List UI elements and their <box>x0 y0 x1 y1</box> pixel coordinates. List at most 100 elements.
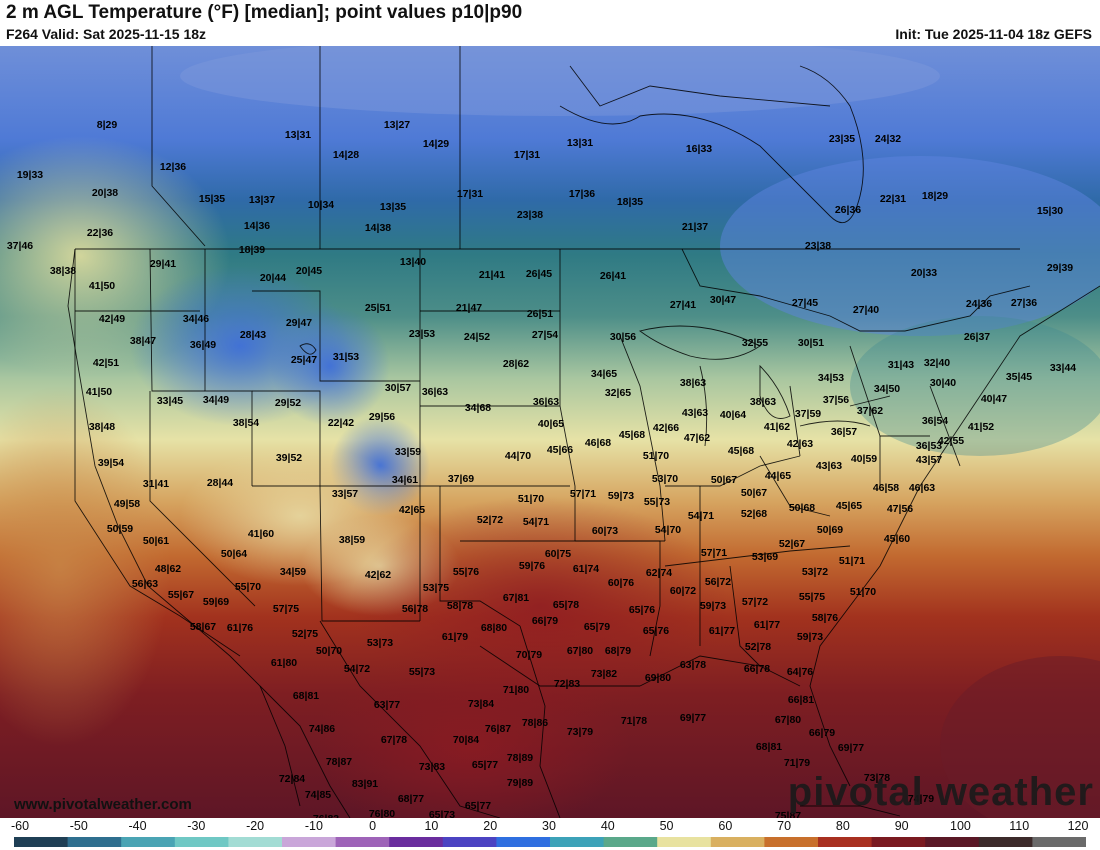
point-value-label: 69|77 <box>838 742 864 754</box>
point-value-label: 41|50 <box>86 386 112 398</box>
point-value-label: 36|57 <box>831 426 857 438</box>
point-value-label: 40|47 <box>981 393 1007 405</box>
point-value-label: 51|70 <box>643 450 669 462</box>
point-value-label: 70|79 <box>516 649 542 661</box>
init-time: Init: Tue 2025-11-04 18z GEFS <box>895 26 1092 42</box>
point-value-label: 34|53 <box>818 372 844 384</box>
point-value-label: 76|87 <box>485 723 511 735</box>
point-value-label: 51|71 <box>839 555 865 567</box>
point-value-label: 15|30 <box>1037 205 1063 217</box>
map-canvas: 8|29 13|27 13|31 14|29 13|31 16|33 23|35 24|32 1… <box>0 46 1100 818</box>
point-value-label: 13|35 <box>380 201 406 213</box>
point-value-label: 26|45 <box>526 268 552 280</box>
point-value-label: 78|89 <box>507 752 533 764</box>
point-value-label: 37|62 <box>857 405 883 417</box>
header-bar: 2 m AGL Temperature (°F) [median]; point… <box>0 0 1100 46</box>
point-value-label: 42|55 <box>938 435 964 447</box>
point-value-label: 40|59 <box>851 453 877 465</box>
point-value-label: 29|56 <box>369 411 395 423</box>
point-value-label: 20|45 <box>296 265 322 277</box>
point-value-label: 73|79 <box>567 726 593 738</box>
point-value-label: 30|51 <box>798 337 824 349</box>
point-value-label: 52|75 <box>292 628 318 640</box>
point-value-label: 18|39 <box>239 244 265 256</box>
point-value-label: 30|56 <box>610 331 636 343</box>
point-value-label: 61|77 <box>754 619 780 631</box>
point-value-label: 45|68 <box>728 445 754 457</box>
colorbar-tick-label: 50 <box>659 819 674 833</box>
point-value-label: 22|31 <box>880 193 906 205</box>
source-url[interactable]: www.pivotalweather.com <box>14 796 192 813</box>
point-value-label: 65|73 <box>429 809 455 818</box>
point-value-label: 34|49 <box>203 394 229 406</box>
point-value-label: 66|79 <box>809 727 835 739</box>
point-value-label: 53|75 <box>423 582 449 594</box>
point-value-label: 55|70 <box>235 581 261 593</box>
point-value-label: 21|41 <box>479 269 505 281</box>
point-value-label: 69|77 <box>680 712 706 724</box>
point-value-label: 55|75 <box>799 591 825 603</box>
point-value-label: 55|76 <box>453 566 479 578</box>
point-value-label: 33|59 <box>395 446 421 458</box>
point-value-label: 51|70 <box>850 586 876 598</box>
point-value-label: 55|67 <box>168 589 194 601</box>
point-value-label: 8|29 <box>97 119 118 131</box>
point-value-label: 29|41 <box>150 258 176 270</box>
point-value-label: 10|34 <box>308 199 334 211</box>
point-value-label: 67|80 <box>775 714 801 726</box>
point-value-label: 21|47 <box>456 302 482 314</box>
colorbar-tick-label: 0 <box>369 819 377 833</box>
point-value-label: 37|46 <box>7 240 33 252</box>
colorbar-swatch <box>335 837 390 847</box>
point-value-label: 41|50 <box>89 280 115 292</box>
colorbar-swatch <box>603 837 658 847</box>
colorbar-tick-label: -60 <box>10 819 30 833</box>
point-value-label: 73|83 <box>419 761 445 773</box>
point-value-label: 17|31 <box>457 188 483 200</box>
point-value-label: 38|54 <box>233 417 259 429</box>
colorbar-swatch <box>121 837 176 847</box>
temperature-map[interactable]: 8|29 13|27 13|31 14|29 13|31 16|33 23|35 24|32 1… <box>0 46 1100 818</box>
valid-time: F264 Valid: Sat 2025-11-15 18z <box>6 26 207 42</box>
point-value-label: 28|44 <box>207 477 233 489</box>
point-value-label: 78|86 <box>522 717 548 729</box>
colorbar-swatch <box>657 837 712 847</box>
point-value-label: 21|37 <box>682 221 708 233</box>
point-value-label: 34|50 <box>874 383 900 395</box>
point-value-label: 13|37 <box>249 194 275 206</box>
point-value-label: 60|73 <box>592 525 618 537</box>
point-value-label: 83|91 <box>352 778 378 790</box>
point-value-label: 66|78 <box>744 663 770 675</box>
point-value-label: 27|41 <box>670 299 696 311</box>
point-value-label: 32|65 <box>605 387 631 399</box>
point-value-label: 26|41 <box>600 270 626 282</box>
point-value-label: 67|81 <box>503 592 529 604</box>
point-value-label: 59|73 <box>700 600 726 612</box>
point-value-label: 22|36 <box>87 227 113 239</box>
point-value-label: 24|36 <box>966 298 992 310</box>
colorbar-tick-label: 110 <box>1009 819 1030 833</box>
point-value-label: 17|36 <box>569 188 595 200</box>
colorbar-tick-label: 30 <box>542 819 556 833</box>
point-value-label: 57|71 <box>570 488 596 500</box>
point-value-label: 74|85 <box>305 789 331 801</box>
brand-watermark: pivotal weather <box>787 770 1094 814</box>
point-value-label: 30|47 <box>710 294 736 306</box>
point-value-label: 57|75 <box>273 603 299 615</box>
point-value-label: 41|60 <box>248 528 274 540</box>
point-value-label: 14|29 <box>423 138 449 150</box>
point-value-label: 55|73 <box>644 496 670 508</box>
point-value-label: 54|70 <box>655 524 681 536</box>
colorbar-swatch <box>174 837 229 847</box>
point-value-label: 53|70 <box>652 473 678 485</box>
point-value-label: 27|40 <box>853 304 879 316</box>
point-value-label: 35|45 <box>1006 371 1032 383</box>
point-value-label: 40|64 <box>720 409 746 421</box>
colorbar-swatch <box>389 837 444 847</box>
point-value-label: 65|77 <box>472 759 498 771</box>
point-value-label: 24|32 <box>875 133 901 145</box>
point-value-label: 27|45 <box>792 297 818 309</box>
point-value-label: 59|69 <box>203 596 229 608</box>
point-value-label: 36|54 <box>922 415 948 427</box>
colorbar-swatch <box>67 837 122 847</box>
